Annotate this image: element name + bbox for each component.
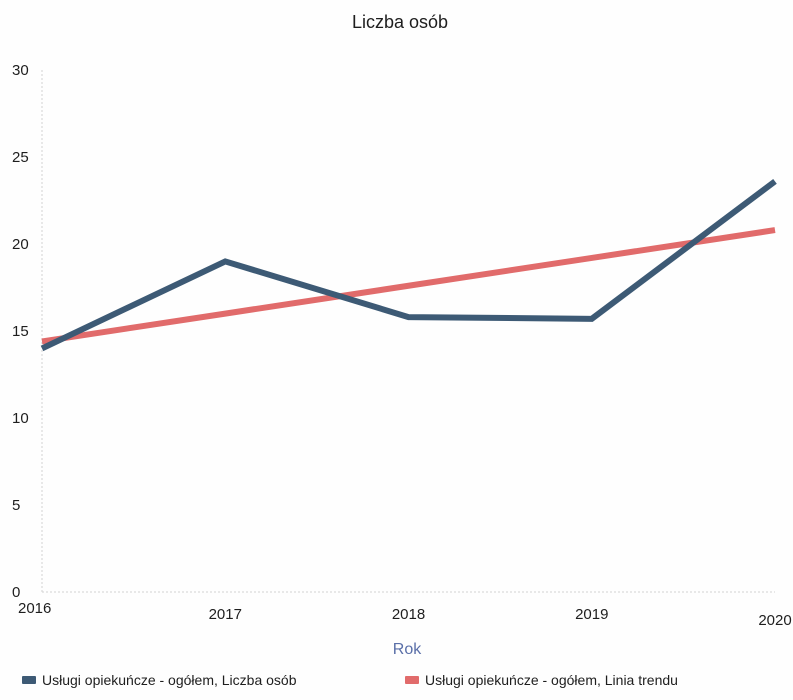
y-axis-ticks: 0 5 10 15 20 25 30 xyxy=(12,62,29,601)
chart-title: Liczba osób xyxy=(352,12,448,32)
series-line-count[interactable] xyxy=(40,178,777,352)
x-tick-label: 2019 xyxy=(575,606,608,623)
y-tick-label: 15 xyxy=(12,323,29,340)
legend-label-series-count: Usługi opiekuńcze - ogółem, Liczba osób xyxy=(42,672,297,688)
y-tick-label: 20 xyxy=(12,236,29,253)
y-tick-label: 10 xyxy=(12,410,29,427)
x-tick-label: 2016 xyxy=(18,600,51,617)
legend: Usługi opiekuńcze - ogółem, Liczba osób … xyxy=(0,672,793,696)
x-axis-label: Rok xyxy=(393,641,422,658)
legend-label-series-trend: Usługi opiekuńcze - ogółem, Linia trendu xyxy=(425,672,678,688)
legend-swatch-series-count xyxy=(22,676,36,684)
x-tick-label: 2020 xyxy=(758,612,791,629)
series-line-trend[interactable] xyxy=(41,227,776,345)
legend-item-series-trend[interactable]: Usługi opiekuńcze - ogółem, Linia trendu xyxy=(405,672,678,688)
legend-swatch-series-trend xyxy=(405,676,419,684)
series-layer xyxy=(40,178,777,352)
x-axis-ticks: 2016 2017 2018 2019 2020 xyxy=(18,600,792,629)
y-tick-label: 25 xyxy=(12,149,29,166)
x-tick-label: 2017 xyxy=(209,606,242,623)
y-tick-label: 0 xyxy=(12,584,20,601)
y-tick-label: 5 xyxy=(12,497,20,514)
x-tick-label: 2018 xyxy=(392,606,425,623)
legend-item-series-count[interactable]: Usługi opiekuńcze - ogółem, Liczba osób xyxy=(22,672,296,688)
y-tick-label: 30 xyxy=(12,62,29,79)
